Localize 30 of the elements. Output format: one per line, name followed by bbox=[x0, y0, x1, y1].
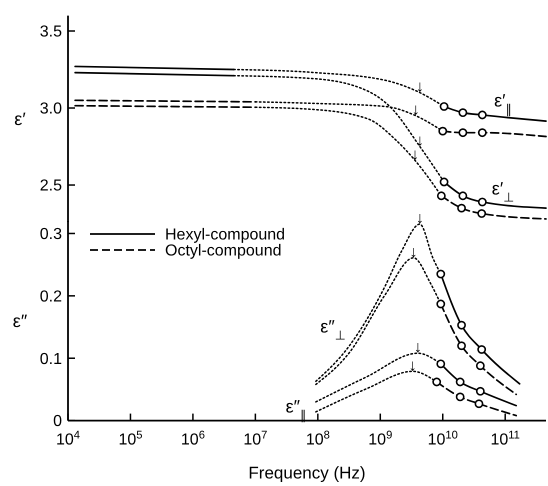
x-tick-label: 10$^{8}$ bbox=[306, 430, 330, 449]
x-tick-label: 10$^{10}$ bbox=[428, 430, 458, 449]
x-tick-label: 10$^{4}$ bbox=[56, 430, 80, 449]
x-tick-label: 10$^{6}$ bbox=[180, 430, 205, 449]
annotation: ↓ bbox=[411, 146, 420, 164]
legend-label: Hexyl-compound bbox=[165, 226, 286, 244]
y-tick-label: 0.2 bbox=[40, 288, 62, 306]
y-tick-label: 0 bbox=[53, 413, 62, 430]
y-tick-label: 0.1 bbox=[40, 350, 62, 368]
annotation: ε′$_{∥}$ bbox=[494, 90, 512, 116]
annotation: ↓ bbox=[416, 78, 424, 96]
annotation: ↓ bbox=[409, 244, 418, 261]
x-tick-label: 10$^{7}$ bbox=[243, 430, 268, 449]
y-tick-label: 2.5 bbox=[40, 178, 62, 195]
x-axis-title: Frequency (Hz) bbox=[248, 464, 366, 483]
annotation: ↓ bbox=[408, 357, 417, 374]
annotation: ↓ bbox=[416, 210, 424, 228]
y-tick-label: 3.0 bbox=[40, 100, 62, 118]
y-axis-title: ε″ bbox=[12, 310, 28, 331]
y-axis-title: ε′ bbox=[14, 108, 26, 129]
y-tick-label: 3.5 bbox=[40, 24, 62, 41]
legend-label: Octyl-compound bbox=[165, 242, 282, 260]
x-tick-label: 10$^{5}$ bbox=[118, 430, 142, 449]
y-tick-label: 0.3 bbox=[40, 226, 62, 244]
x-tick-label: 10$^{9}$ bbox=[368, 430, 392, 449]
annotation: ε′$_{⊥}$ bbox=[492, 178, 514, 204]
annotation: ↓ bbox=[412, 102, 420, 119]
annotation: ↓ bbox=[414, 339, 422, 356]
x-tick-label: 10$^{11}$ bbox=[490, 430, 520, 449]
annotation: ε″$_{⊥}$ bbox=[320, 316, 346, 342]
